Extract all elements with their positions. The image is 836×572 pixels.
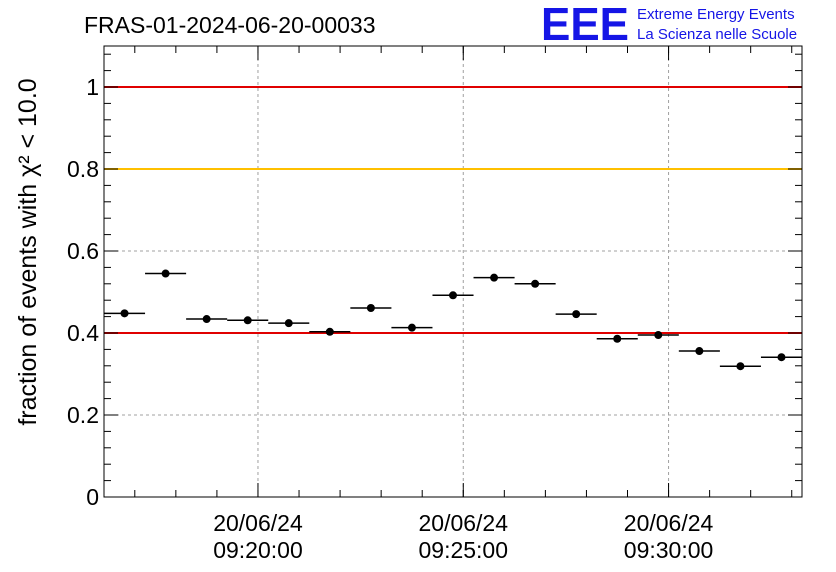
y-tick-label: 0.8 [67, 156, 99, 182]
run-title: FRAS-01-2024-06-20-00033 [84, 12, 376, 38]
data-point [736, 362, 745, 371]
data-points [104, 269, 802, 371]
y-tick-label: 1 [86, 74, 99, 100]
x-tick-date: 20/06/24 [624, 510, 714, 536]
x-tick-time: 09:30:00 [624, 537, 714, 563]
data-point [243, 316, 252, 325]
data-point [613, 334, 622, 343]
y-axis-label-main: fraction of events with χ² < 10.0 [14, 78, 42, 425]
reference-lines [104, 86, 802, 334]
y-tick-label: 0 [86, 484, 99, 510]
y-tick-label: 0.6 [67, 238, 99, 264]
data-point [695, 347, 704, 356]
data-point [120, 309, 129, 318]
eee-logo: EEE Extreme Energy Events La Scienza nel… [541, 0, 797, 50]
axis-ticks [104, 46, 802, 498]
logo-letters: EEE [541, 0, 629, 50]
x-tick-date: 20/06/24 [418, 510, 508, 536]
grid [104, 46, 802, 497]
data-point [161, 269, 170, 278]
data-point [531, 279, 540, 288]
data-point [284, 319, 293, 328]
data-point [449, 291, 457, 300]
data-point [407, 323, 416, 332]
logo-line-1: Extreme Energy Events [637, 6, 795, 23]
plot-frame [103, 45, 803, 498]
data-point [572, 310, 581, 319]
data-point [366, 303, 375, 312]
data-point [654, 331, 663, 340]
logo-line-2: La Scienza nelle Scuole [637, 26, 797, 43]
y-tick-label: 0.4 [67, 320, 99, 346]
y-tick-label: 0.2 [67, 402, 99, 428]
x-tick-time: 09:20:00 [213, 537, 303, 563]
x-tick-time: 09:25:00 [418, 537, 508, 563]
data-point [202, 315, 211, 324]
y-axis-label: fraction of events with χ² < 10.0 [14, 78, 42, 425]
data-point [490, 273, 499, 282]
data-point [777, 353, 786, 362]
y-tick-labels: 0 0.2 0.4 0.6 0.8 1 [67, 74, 99, 510]
x-tick-date: 20/06/24 [213, 510, 303, 536]
data-point [325, 327, 334, 336]
x-tick-labels: 20/06/2409:20:0020/06/2409:25:0020/06/24… [213, 510, 713, 563]
